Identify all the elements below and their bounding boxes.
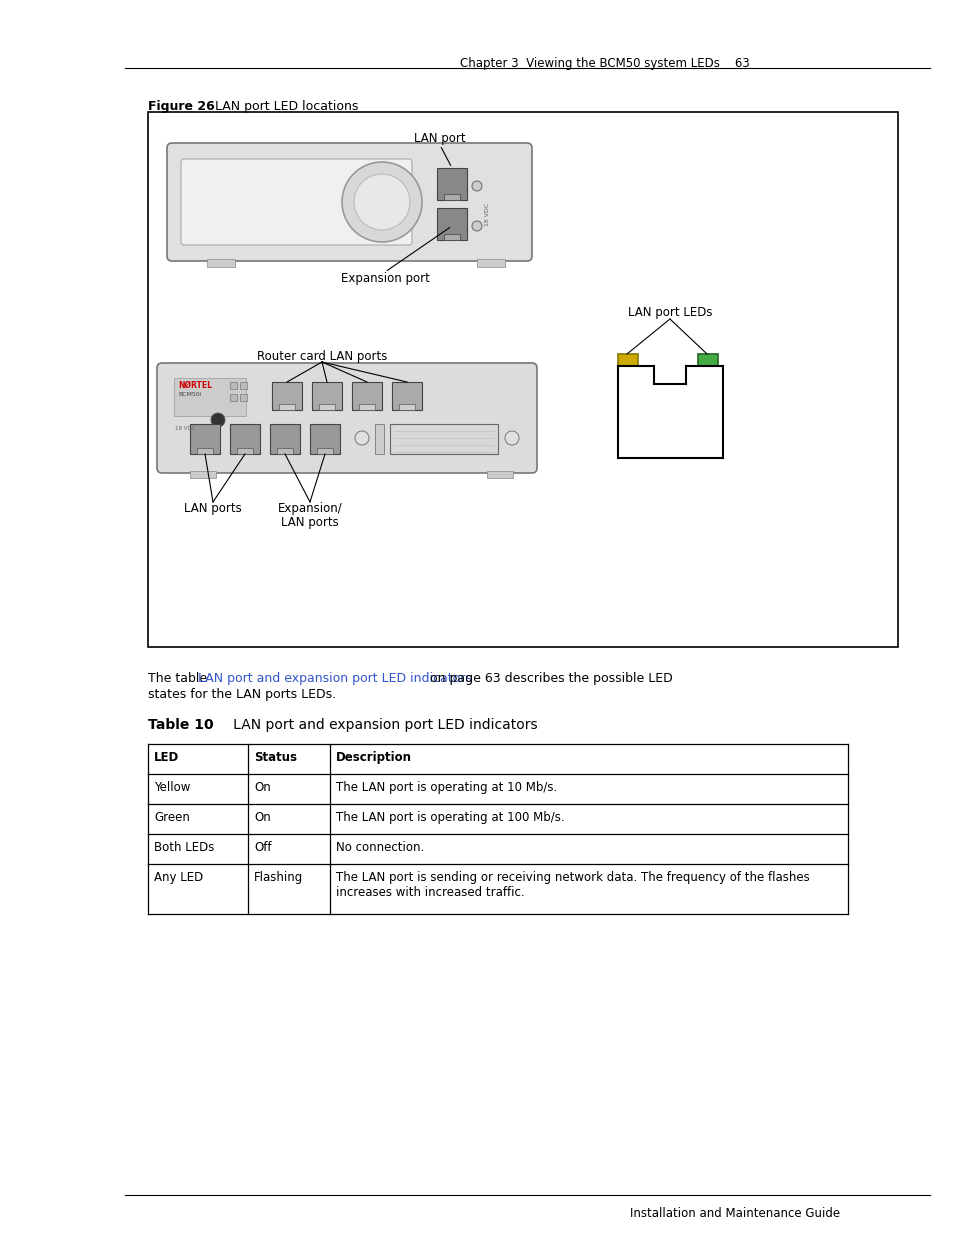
Text: Table 10: Table 10 [148,718,213,732]
Circle shape [472,182,481,191]
Bar [190,424,220,454]
Bar [390,424,497,454]
Bar [196,448,213,454]
Text: The LAN port is operating at 100 Mb/s.: The LAN port is operating at 100 Mb/s. [335,811,564,824]
Text: Yellow: Yellow [153,781,191,794]
Bar [443,194,459,200]
Bar [392,382,421,410]
Text: LED: LED [153,751,179,764]
Bar [276,448,293,454]
Circle shape [341,162,421,242]
Text: Expansion/: Expansion/ [277,501,342,515]
Bar [398,404,415,410]
Bar [173,378,246,416]
Bar [230,424,260,454]
Bar [240,394,247,401]
Bar [278,404,294,410]
Text: 18 VDC: 18 VDC [174,426,195,431]
Bar [148,112,897,647]
Bar [698,354,718,366]
Bar [436,207,467,240]
Bar [272,382,302,410]
Text: LAN port: LAN port [414,132,465,144]
Text: states for the LAN ports LEDs.: states for the LAN ports LEDs. [148,688,335,701]
Bar [352,382,381,410]
Bar [486,471,513,478]
Bar [230,382,236,389]
Bar [436,168,467,200]
Text: LAN port LED locations: LAN port LED locations [214,100,358,112]
Text: Expansion port: Expansion port [340,272,429,285]
Text: On: On [253,781,271,794]
Bar [476,259,504,267]
Bar [236,448,253,454]
Text: The table: The table [148,672,211,685]
Text: Any LED: Any LED [153,871,203,884]
FancyBboxPatch shape [157,363,537,473]
Circle shape [504,431,518,445]
Text: Chapter 3  Viewing the BCM50 system LEDs    63: Chapter 3 Viewing the BCM50 system LEDs … [459,57,749,70]
Bar [230,394,236,401]
Circle shape [211,412,225,427]
Text: LAN ports: LAN ports [281,516,338,529]
Text: On: On [253,811,271,824]
Bar [618,354,638,366]
Bar [375,424,384,454]
Bar [270,424,299,454]
Text: Figure 26: Figure 26 [148,100,214,112]
Text: on page 63 describes the possible LED: on page 63 describes the possible LED [426,672,672,685]
Circle shape [354,174,410,230]
Text: BCM50i: BCM50i [178,391,201,396]
Text: LAN port and expansion port LED indicators: LAN port and expansion port LED indicato… [198,672,472,685]
Text: Green: Green [153,811,190,824]
Text: Installation and Maintenance Guide: Installation and Maintenance Guide [629,1207,840,1220]
Text: Off: Off [253,841,272,853]
Text: The LAN port is sending or receiving network data. The frequency of the flashes
: The LAN port is sending or receiving net… [335,871,809,899]
Bar [312,382,341,410]
Bar [310,424,339,454]
Circle shape [355,431,369,445]
Bar [318,404,335,410]
Text: The LAN port is operating at 10 Mb/s.: The LAN port is operating at 10 Mb/s. [335,781,557,794]
Text: NØRTEL: NØRTEL [178,382,212,390]
Text: Both LEDs: Both LEDs [153,841,214,853]
Bar [358,404,375,410]
FancyBboxPatch shape [167,143,532,261]
Bar [190,471,215,478]
Text: Flashing: Flashing [253,871,303,884]
Bar [240,382,247,389]
Circle shape [472,221,481,231]
Text: 18 VDC: 18 VDC [484,203,490,226]
Bar [316,448,333,454]
Text: Description: Description [335,751,412,764]
Text: LAN ports: LAN ports [184,501,242,515]
Text: No connection.: No connection. [335,841,424,853]
Text: Router card LAN ports: Router card LAN ports [256,350,387,363]
FancyBboxPatch shape [181,159,412,245]
Text: Status: Status [253,751,296,764]
Bar [443,233,459,240]
Bar [207,259,234,267]
Text: LAN port and expansion port LED indicators: LAN port and expansion port LED indicato… [220,718,537,732]
Text: LAN port LEDs: LAN port LEDs [627,306,712,319]
